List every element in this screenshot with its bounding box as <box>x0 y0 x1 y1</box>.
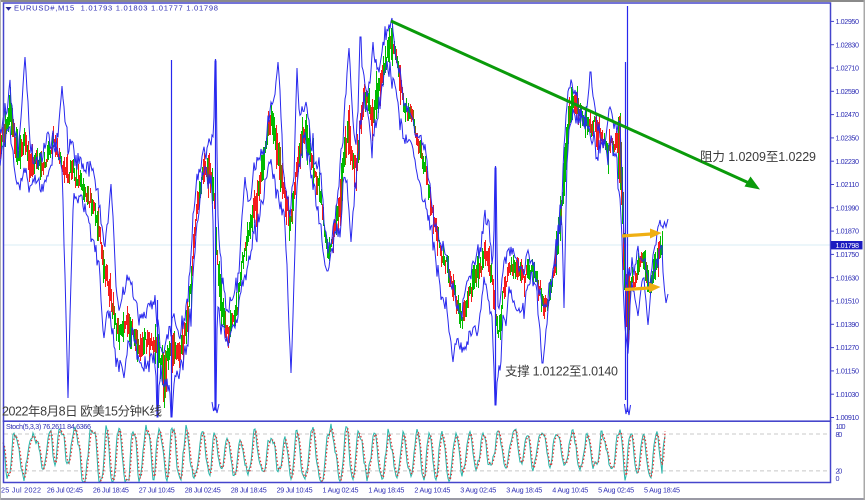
svg-text:1.02350: 1.02350 <box>836 134 860 143</box>
svg-text:1.01510: 1.01510 <box>836 297 860 306</box>
svg-text:EURUSD#,M15 1.01793 1.01803 1: EURUSD#,M15 1.01793 1.01803 1.01777 1.01… <box>14 4 218 13</box>
svg-text:1.02470: 1.02470 <box>836 110 860 119</box>
svg-text:28 Jul 18:45: 28 Jul 18:45 <box>231 485 267 494</box>
svg-text:20: 20 <box>836 467 843 476</box>
svg-text:Stoch(5,3,3) 76.2611 84.6366: Stoch(5,3,3) 76.2611 84.6366 <box>6 422 91 431</box>
svg-text:3 Aug 02:45: 3 Aug 02:45 <box>460 485 496 494</box>
svg-text:100: 100 <box>836 422 846 431</box>
svg-text:80: 80 <box>836 430 843 439</box>
svg-text:28 Jul 02:45: 28 Jul 02:45 <box>185 485 221 494</box>
svg-text:5 Aug 18:45: 5 Aug 18:45 <box>644 485 680 494</box>
svg-text:1 Aug 02:45: 1 Aug 02:45 <box>323 485 359 494</box>
svg-text:26 Jul 02:45: 26 Jul 02:45 <box>47 485 83 494</box>
svg-text:1.01990: 1.01990 <box>836 203 860 212</box>
svg-text:1.02950: 1.02950 <box>836 17 860 26</box>
svg-text:1.00910: 1.00910 <box>836 413 860 422</box>
svg-text:29 Jul 10:45: 29 Jul 10:45 <box>277 485 313 494</box>
svg-text:1.01798: 1.01798 <box>836 241 860 250</box>
svg-text:1.01750: 1.01750 <box>836 250 860 259</box>
svg-text:1.01150: 1.01150 <box>836 367 860 376</box>
svg-text:1.02110: 1.02110 <box>836 180 860 189</box>
svg-text:1.01870: 1.01870 <box>836 227 860 236</box>
svg-text:阻力 1.0209至1.0229: 阻力 1.0209至1.0229 <box>700 150 816 164</box>
svg-text:1.01030: 1.01030 <box>836 390 860 399</box>
svg-text:2 Aug 10:45: 2 Aug 10:45 <box>414 485 450 494</box>
svg-text:1.02830: 1.02830 <box>836 40 860 49</box>
svg-text:5 Aug 02:45: 5 Aug 02:45 <box>598 485 634 494</box>
svg-text:1.01390: 1.01390 <box>836 320 860 329</box>
svg-text:0: 0 <box>836 474 840 483</box>
svg-text:27 Jul 10:45: 27 Jul 10:45 <box>139 485 175 494</box>
svg-text:3 Aug 18:45: 3 Aug 18:45 <box>506 485 542 494</box>
svg-text:1.01270: 1.01270 <box>836 343 860 352</box>
svg-text:26 Jul 18:45: 26 Jul 18:45 <box>93 485 129 494</box>
svg-text:1.01630: 1.01630 <box>836 273 860 282</box>
svg-text:1.02230: 1.02230 <box>836 157 860 166</box>
svg-text:25 Jul 2022: 25 Jul 2022 <box>1 485 41 494</box>
svg-text:4 Aug 10:45: 4 Aug 10:45 <box>552 485 588 494</box>
svg-text:1 Aug 18:45: 1 Aug 18:45 <box>368 485 404 494</box>
svg-text:1.02710: 1.02710 <box>836 64 860 73</box>
svg-text:支撑 1.0122至1.0140: 支撑 1.0122至1.0140 <box>505 364 618 379</box>
svg-text:2022年8月8日 欧美15分钟K线: 2022年8月8日 欧美15分钟K线 <box>2 404 162 419</box>
svg-text:1.02590: 1.02590 <box>836 87 860 96</box>
